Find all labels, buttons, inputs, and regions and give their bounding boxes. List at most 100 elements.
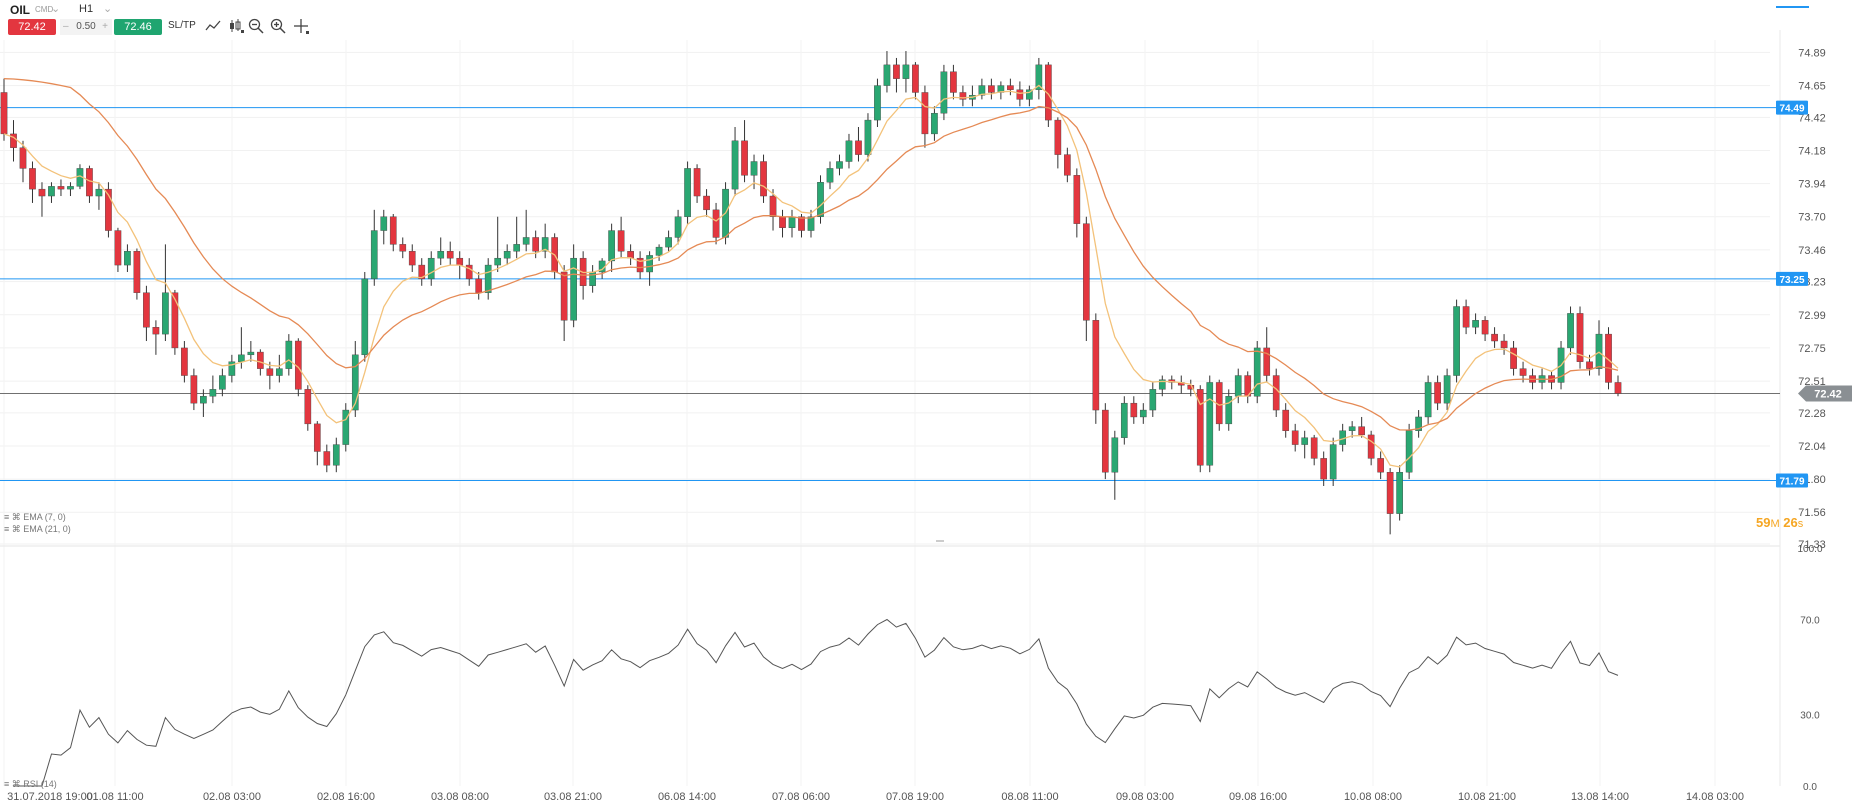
candle bbox=[247, 341, 255, 362]
candle-body bbox=[997, 85, 1005, 93]
candle-body bbox=[750, 161, 758, 176]
timeframe-chevron-down-icon[interactable]: ⌄ bbox=[103, 3, 113, 15]
trendline-icon[interactable] bbox=[205, 18, 221, 34]
candle-body bbox=[57, 186, 65, 190]
buy-price-button[interactable]: 72.46 bbox=[114, 19, 162, 35]
candle bbox=[684, 161, 691, 224]
symbol-chevron-down-icon[interactable]: ⌄ bbox=[51, 3, 61, 15]
candle bbox=[1453, 299, 1460, 383]
candle-body bbox=[1491, 333, 1498, 342]
time-tick-label: 31.07.2018 19:00 bbox=[7, 791, 93, 803]
candle-body bbox=[257, 351, 264, 369]
candle bbox=[617, 216, 625, 259]
candle-body bbox=[931, 112, 938, 135]
time-tick-label: 09.08 03:00 bbox=[1116, 791, 1174, 803]
symbol-label[interactable]: OIL bbox=[10, 3, 30, 17]
time-tick-label: 14.08 03:00 bbox=[1686, 791, 1744, 803]
candle bbox=[1158, 375, 1166, 397]
candle bbox=[228, 354, 236, 383]
ema7-legend[interactable]: ≡ ⌘ EMA (7, 0) bbox=[4, 512, 66, 522]
zoom-out-icon[interactable] bbox=[248, 18, 264, 34]
candle-body bbox=[950, 71, 957, 93]
increase-volume-button[interactable]: + bbox=[102, 21, 108, 32]
decrease-volume-button[interactable]: – bbox=[63, 21, 69, 32]
candle bbox=[1367, 430, 1375, 466]
candle-body bbox=[988, 85, 995, 93]
candle bbox=[323, 444, 331, 473]
candle bbox=[589, 265, 596, 293]
candle-body bbox=[646, 255, 653, 273]
candle bbox=[1481, 316, 1489, 342]
candle bbox=[171, 289, 179, 355]
candle bbox=[351, 341, 359, 417]
rsi-legend[interactable]: ≡ ⌘ RSI (14) bbox=[4, 779, 57, 789]
candle-body bbox=[1405, 430, 1413, 473]
candle-body bbox=[1253, 347, 1261, 397]
candle-body bbox=[105, 188, 112, 231]
crosshair-icon[interactable] bbox=[293, 18, 309, 34]
candle bbox=[114, 227, 122, 272]
price-tick-label: 74.89 bbox=[1798, 47, 1826, 59]
candle-body bbox=[48, 186, 55, 197]
candle-body bbox=[266, 368, 274, 376]
candles bbox=[0, 51, 1622, 535]
candle-body bbox=[86, 168, 93, 197]
price-tick-label: 72.04 bbox=[1798, 441, 1826, 453]
time-tick-label: 02.08 16:00 bbox=[317, 791, 375, 803]
sell-price-button[interactable]: 72.42 bbox=[8, 19, 56, 35]
candle-body bbox=[1434, 382, 1441, 404]
chart-toolbar: OIL CMD ⌄ H1 ⌄ 72.42 – 0.50 + 72.46 SL/T… bbox=[0, 0, 1840, 40]
candle bbox=[1415, 410, 1422, 438]
zoom-in-icon[interactable] bbox=[270, 18, 286, 34]
candle bbox=[874, 78, 881, 127]
candle bbox=[646, 251, 653, 286]
countdown-seconds: 26 bbox=[1783, 515, 1798, 530]
candle bbox=[1424, 375, 1432, 424]
candle-body bbox=[1272, 375, 1280, 411]
candle-body bbox=[1367, 434, 1375, 459]
candle-body bbox=[798, 216, 805, 231]
candle-body bbox=[1415, 416, 1422, 431]
panel-indicator-bar bbox=[1776, 6, 1809, 8]
candle bbox=[988, 78, 995, 100]
price-tick-label: 72.51 bbox=[1798, 376, 1826, 388]
candle-body bbox=[760, 161, 767, 197]
candle bbox=[940, 64, 948, 121]
price-tick-label: 72.28 bbox=[1798, 408, 1826, 420]
candle-body bbox=[1120, 402, 1128, 438]
price-tick-label: 71.56 bbox=[1798, 507, 1826, 519]
candle bbox=[931, 106, 938, 141]
candle bbox=[389, 213, 397, 252]
candle-body bbox=[1111, 437, 1119, 473]
candle-body bbox=[1576, 313, 1584, 362]
sltp-button[interactable]: SL/TP bbox=[168, 20, 196, 31]
candle-body bbox=[1329, 444, 1337, 480]
candle-body bbox=[541, 237, 549, 252]
candle bbox=[674, 209, 682, 245]
volume-value[interactable]: 0.50 bbox=[76, 21, 96, 32]
candle-body bbox=[124, 251, 131, 266]
candle bbox=[86, 165, 93, 203]
candle bbox=[522, 209, 530, 252]
candle bbox=[1329, 437, 1337, 487]
candle-body bbox=[1443, 375, 1451, 404]
volume-stepper[interactable]: – 0.50 + bbox=[60, 19, 112, 35]
candle bbox=[978, 78, 986, 100]
ema21-legend[interactable]: ≡ ⌘ EMA (21, 0) bbox=[4, 524, 71, 534]
candle bbox=[380, 209, 388, 245]
candle bbox=[124, 244, 131, 272]
candle bbox=[475, 271, 483, 300]
candle bbox=[162, 244, 169, 342]
candle-body bbox=[712, 209, 720, 238]
timeframe-selector[interactable]: H1 bbox=[79, 3, 94, 15]
candle-body bbox=[247, 351, 255, 356]
candle-body bbox=[1035, 64, 1043, 90]
time-tick-label: 10.08 08:00 bbox=[1344, 791, 1402, 803]
candle-body bbox=[95, 188, 103, 197]
candles-icon[interactable] bbox=[228, 18, 244, 34]
candle bbox=[883, 51, 891, 93]
candle-body bbox=[275, 368, 283, 376]
candle bbox=[769, 189, 777, 231]
candle-body bbox=[152, 327, 160, 335]
